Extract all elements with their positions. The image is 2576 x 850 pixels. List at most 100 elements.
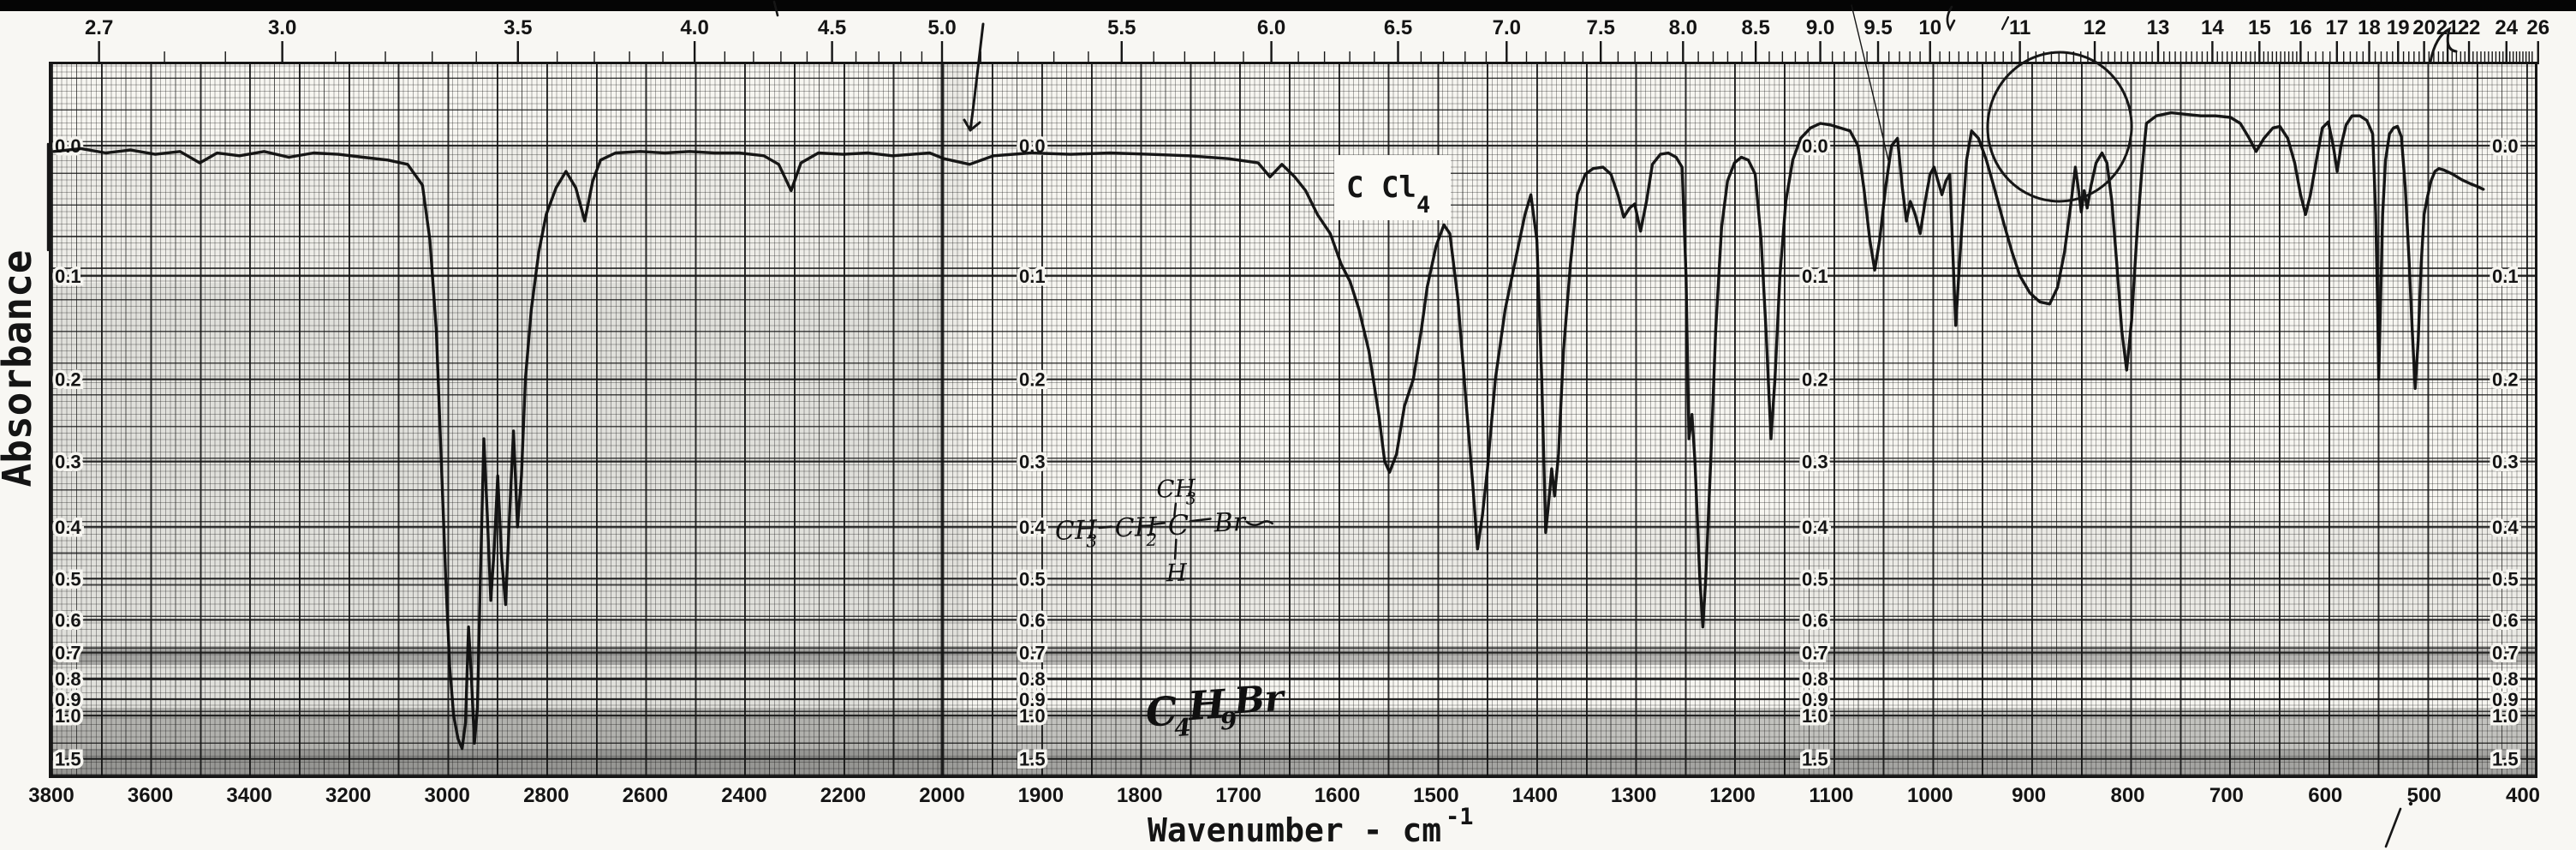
top-axis-label: 15 xyxy=(2248,16,2271,39)
structure-bond-1 xyxy=(1098,525,1113,530)
bottom-axis-label: 1700 xyxy=(1215,784,1261,807)
absorbance-tick-label: 0.2 xyxy=(1019,369,1046,391)
handwritten-structure: CH 3 CH 2 C CH 3 H Br xyxy=(1054,474,1274,587)
top-axis-label: 4.0 xyxy=(680,16,708,39)
absorbance-tick-label: 0.6 xyxy=(2492,609,2519,631)
bottom-axis-label: 1000 xyxy=(1907,784,1953,807)
absorbance-tick-label: 0.0 xyxy=(55,135,81,157)
formula-c: C xyxy=(1144,687,1179,735)
structure-top-group-sub: 3 xyxy=(1185,489,1196,508)
bottom-axis-label: 1600 xyxy=(1315,784,1360,807)
pen-tick-top xyxy=(772,0,779,17)
absorbance-tick-label: 0.3 xyxy=(1802,452,1828,473)
absorbance-tick-label: 0.6 xyxy=(55,609,81,631)
top-axis-label: 6.5 xyxy=(1384,16,1412,39)
absorbance-tick-label: 1.5 xyxy=(1019,749,1046,770)
absorbance-tick-label: 0.8 xyxy=(1802,668,1828,690)
structure-bottom-h: H xyxy=(1165,558,1188,587)
structure-bond-2 xyxy=(1153,522,1166,526)
absorbance-tick-label: 0.7 xyxy=(55,643,81,664)
top-axis-label: 10 xyxy=(1918,16,1941,39)
spectrum-trace xyxy=(52,111,2485,751)
solvent-label-patch xyxy=(1334,155,1451,220)
top-axis-label: 20 xyxy=(2412,16,2436,39)
absorbance-tick-label: 0.6 xyxy=(1019,609,1046,631)
top-axis-label: 7.5 xyxy=(1586,16,1614,39)
absorbance-tick-label: 0.8 xyxy=(55,668,81,690)
absorbance-tick-label: 0.4 xyxy=(2492,517,2519,538)
structure-halide: Br xyxy=(1213,507,1247,538)
absorbance-tick-label: 0.5 xyxy=(1019,568,1046,590)
structure-chain1-sub: 3 xyxy=(1086,530,1098,551)
absorbance-tick-label: 1.0 xyxy=(1802,705,1828,727)
pen-scribble-top-2 xyxy=(2001,15,2010,31)
top-axis-label: 7.0 xyxy=(1493,16,1521,39)
absorbance-tick-label: 0.8 xyxy=(1019,668,1046,690)
absorbance-tick-label: 0.0 xyxy=(1802,135,1828,157)
absorbance-tick-label: 1.0 xyxy=(2492,705,2519,727)
bottom-axis-label: 900 xyxy=(2012,784,2046,807)
top-axis-label: 8.5 xyxy=(1741,16,1769,39)
formula-sub9: 9 xyxy=(1219,706,1238,735)
absorbance-tick-label: 0.1 xyxy=(2492,266,2519,287)
top-axis-label: 13 xyxy=(2147,16,2170,39)
bottom-axis-wavenumber: 3800 3600 3400 3200 3000 2800 2600 2400 2200 2000… xyxy=(28,784,2540,807)
absorbance-tick-label: 0.7 xyxy=(2492,643,2519,664)
handwritten-formula: C 4 H 9 Br xyxy=(1144,676,1288,742)
top-axis-label: 19 xyxy=(2387,16,2410,39)
absorbance-tick-label: 0.9 xyxy=(2492,689,2519,710)
bottom-axis-label: 1200 xyxy=(1709,784,1755,807)
absorbance-tick-label: 0.2 xyxy=(2492,369,2519,391)
bottom-axis-label: 3800 xyxy=(28,784,74,807)
absorbance-scale-labels: 0.0 0.0 0.0 0.00.1 0.1 0.1 0.10.2 0.2 0.2 0.20.3 0… xyxy=(52,133,2522,774)
y-axis-title: Absorbance xyxy=(0,250,40,488)
pen-ellipse-circle xyxy=(1986,51,2133,203)
absorbance-tick-label: 0.4 xyxy=(55,517,81,538)
formula-sub4: 4 xyxy=(1173,713,1192,742)
absorbance-tick-label: 0.1 xyxy=(1019,266,1046,287)
top-axis-label: 5.0 xyxy=(927,16,956,39)
bottom-axis-label: 1800 xyxy=(1117,784,1162,807)
x-axis-title: Wavenumber - cm xyxy=(1148,811,1441,849)
absorbance-tick-label: 0.0 xyxy=(2492,135,2519,157)
absorbance-tick-label: 0.5 xyxy=(1802,568,1828,590)
absorbance-tick-label: 1.0 xyxy=(55,705,81,727)
top-axis-label: 16 xyxy=(2289,16,2312,39)
pen-dot-1 xyxy=(2464,23,2469,28)
absorbance-tick-label: 0.2 xyxy=(1802,369,1828,391)
bottom-axis-label: 2200 xyxy=(820,784,866,807)
bottom-axis-label: 700 xyxy=(2209,784,2244,807)
pen-slash-bottom-right xyxy=(2384,807,2402,848)
bottom-axis-label: 500 xyxy=(2407,784,2442,807)
bottom-axis-label: 3600 xyxy=(128,784,173,807)
top-axis-label: 24 xyxy=(2495,16,2518,39)
absorbance-tick-label: 0.3 xyxy=(1019,452,1046,473)
structure-bond-3 xyxy=(1189,518,1212,523)
absorbance-tick-label: 0.8 xyxy=(2492,668,2519,690)
top-axis-label: 26 xyxy=(2526,16,2549,39)
absorbance-tick-label: 1.5 xyxy=(55,749,81,770)
solvent-label: C Cl xyxy=(1346,171,1416,205)
top-axis-label: 11 xyxy=(2009,16,2030,39)
structure-bond-down xyxy=(1173,538,1178,560)
bottom-axis-label: 800 xyxy=(2110,784,2144,807)
bottom-axis-label: 400 xyxy=(2506,784,2540,807)
absorbance-tick-label: 0.9 xyxy=(55,689,81,710)
top-axis-label: 9.5 xyxy=(1863,16,1892,39)
absorbance-tick-label: 0.5 xyxy=(55,568,81,590)
bottom-axis-label: 1400 xyxy=(1512,784,1558,807)
top-axis-label: 14 xyxy=(2201,16,2224,39)
formula-br: Br xyxy=(1232,676,1288,721)
top-axis-microns: 2.7 3.0 3.5 4.0 4.5 5.0 5.5 6.0 6.5 7.0 7.5 8.0 8.5 9… xyxy=(85,16,2549,64)
x-axis-title-exponent: -1 xyxy=(1446,804,1474,830)
pen-arrow-shaft xyxy=(969,22,985,132)
bottom-axis-label: 2800 xyxy=(523,784,569,807)
absorbance-tick-label: 0.3 xyxy=(2492,452,2519,473)
bottom-axis-label: 2600 xyxy=(623,784,668,807)
pen-dot-2 xyxy=(2408,801,2413,806)
top-axis-label: 17 xyxy=(2325,16,2348,39)
pen-scribble-top xyxy=(1946,5,1956,32)
structure-center-carbon: C xyxy=(1167,508,1190,542)
